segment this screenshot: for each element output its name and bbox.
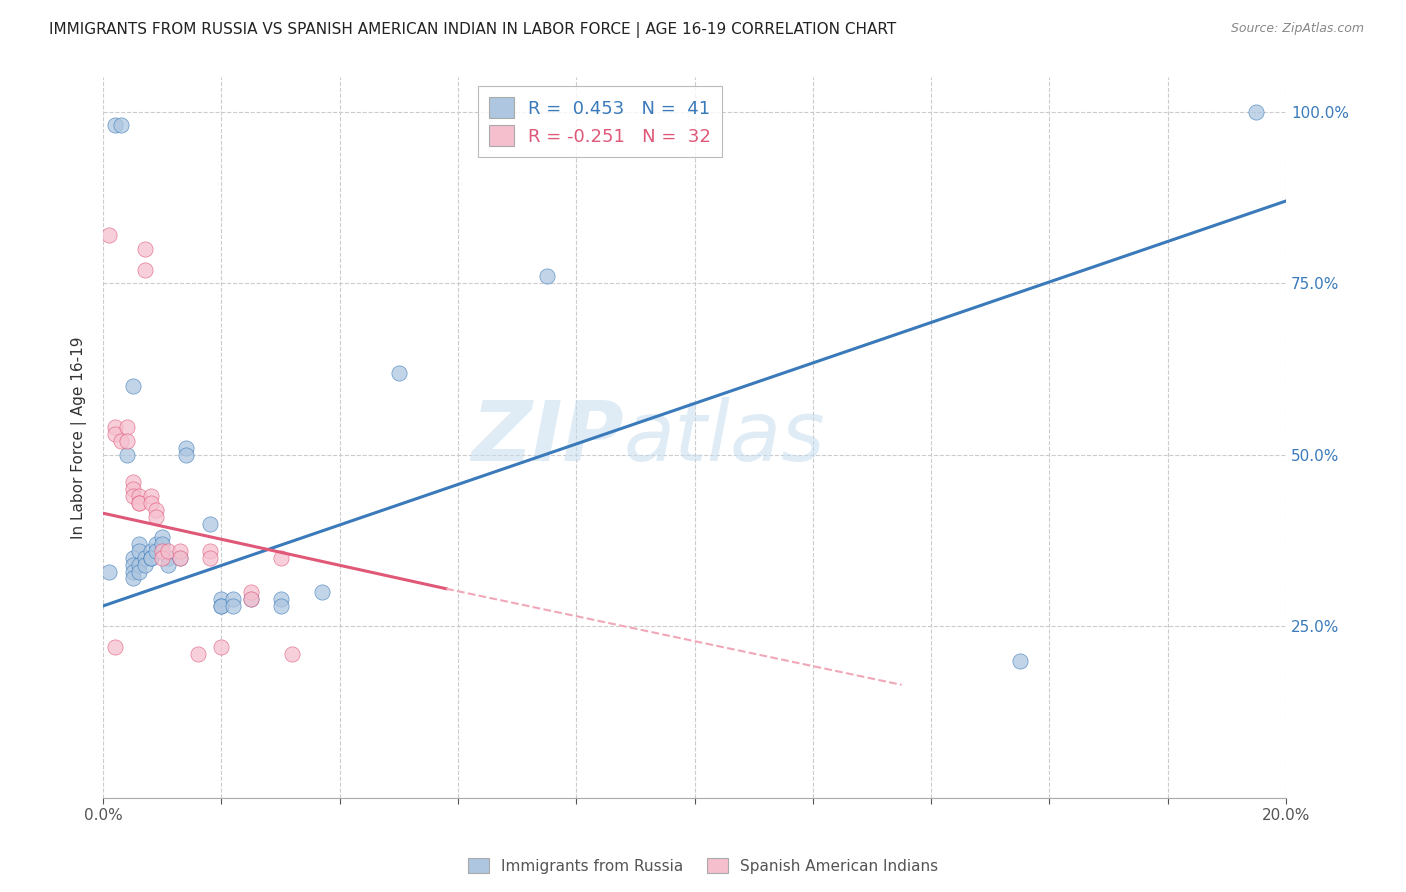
- Point: [240, 592, 263, 607]
- Point: [1008, 654, 1031, 668]
- Point: [211, 640, 233, 654]
- Point: [121, 565, 143, 579]
- Point: [311, 585, 333, 599]
- Point: [98, 228, 121, 243]
- Point: [104, 420, 127, 434]
- Point: [169, 544, 191, 558]
- Point: [150, 550, 173, 565]
- Point: [240, 585, 263, 599]
- Point: [128, 537, 150, 551]
- Point: [157, 550, 180, 565]
- Point: [128, 496, 150, 510]
- Legend: Immigrants from Russia, Spanish American Indians: Immigrants from Russia, Spanish American…: [461, 852, 945, 880]
- Point: [281, 647, 304, 661]
- Point: [211, 599, 233, 613]
- Point: [121, 379, 143, 393]
- Point: [150, 537, 173, 551]
- Point: [115, 420, 138, 434]
- Point: [121, 571, 143, 585]
- Point: [121, 558, 143, 572]
- Point: [211, 599, 233, 613]
- Point: [270, 599, 292, 613]
- Point: [169, 550, 191, 565]
- Point: [270, 550, 292, 565]
- Point: [145, 544, 167, 558]
- Point: [128, 565, 150, 579]
- Point: [104, 119, 127, 133]
- Point: [388, 366, 411, 380]
- Point: [139, 550, 162, 565]
- Point: [222, 592, 245, 607]
- Point: [121, 475, 143, 490]
- Text: Source: ZipAtlas.com: Source: ZipAtlas.com: [1230, 22, 1364, 36]
- Text: ZIP: ZIP: [471, 397, 624, 478]
- Y-axis label: In Labor Force | Age 16-19: In Labor Force | Age 16-19: [72, 336, 87, 539]
- Point: [115, 434, 138, 449]
- Point: [139, 489, 162, 503]
- Point: [198, 544, 221, 558]
- Legend: R =  0.453   N =  41, R = -0.251   N =  32: R = 0.453 N = 41, R = -0.251 N = 32: [478, 87, 723, 157]
- Point: [98, 565, 121, 579]
- Point: [128, 496, 150, 510]
- Point: [211, 592, 233, 607]
- Point: [139, 544, 162, 558]
- Point: [157, 544, 180, 558]
- Point: [198, 516, 221, 531]
- Point: [222, 599, 245, 613]
- Point: [139, 496, 162, 510]
- Point: [174, 441, 197, 455]
- Point: [128, 544, 150, 558]
- Point: [157, 558, 180, 572]
- Point: [145, 503, 167, 517]
- Point: [1246, 104, 1268, 119]
- Point: [174, 448, 197, 462]
- Point: [121, 550, 143, 565]
- Point: [150, 544, 173, 558]
- Point: [187, 647, 209, 661]
- Point: [150, 530, 173, 544]
- Point: [134, 262, 156, 277]
- Point: [139, 550, 162, 565]
- Point: [104, 427, 127, 442]
- Point: [128, 489, 150, 503]
- Point: [121, 489, 143, 503]
- Point: [536, 269, 558, 284]
- Point: [110, 119, 132, 133]
- Point: [198, 550, 221, 565]
- Point: [134, 558, 156, 572]
- Point: [134, 550, 156, 565]
- Text: atlas: atlas: [624, 397, 825, 478]
- Point: [145, 509, 167, 524]
- Point: [115, 448, 138, 462]
- Point: [270, 592, 292, 607]
- Text: IMMIGRANTS FROM RUSSIA VS SPANISH AMERICAN INDIAN IN LABOR FORCE | AGE 16-19 COR: IMMIGRANTS FROM RUSSIA VS SPANISH AMERIC…: [49, 22, 897, 38]
- Point: [121, 482, 143, 496]
- Point: [145, 537, 167, 551]
- Point: [169, 550, 191, 565]
- Point: [110, 434, 132, 449]
- Point: [104, 640, 127, 654]
- Point: [128, 558, 150, 572]
- Point: [134, 242, 156, 256]
- Point: [240, 592, 263, 607]
